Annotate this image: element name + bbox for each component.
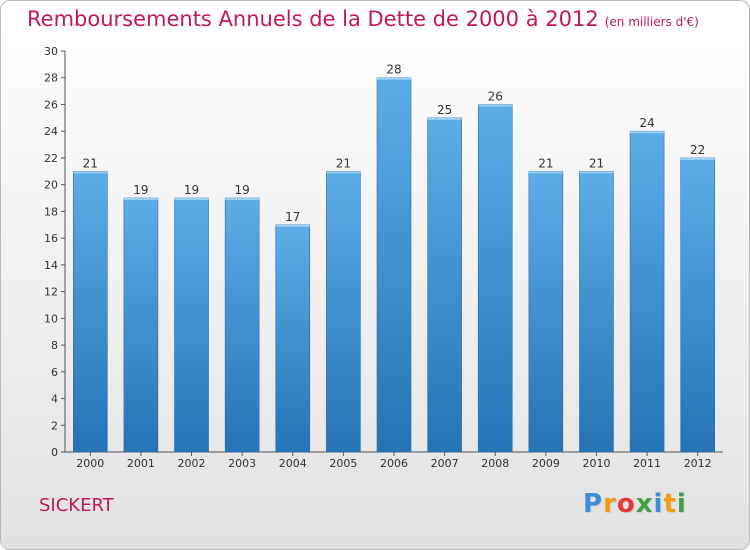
bar	[326, 171, 361, 453]
x-tick-label: 2002	[178, 457, 206, 470]
y-tick-label: 4	[51, 393, 58, 406]
bar-highlight	[73, 171, 108, 174]
y-tick-label: 22	[44, 152, 58, 165]
x-tick-label: 2006	[380, 457, 408, 470]
data-label: 19	[184, 183, 199, 197]
data-label: 21	[336, 156, 351, 170]
x-tick-label: 2001	[127, 457, 155, 470]
x-tick-label: 2011	[633, 457, 661, 470]
title-text: Remboursements Annuels de la Dette de 20…	[27, 7, 599, 31]
data-label: 22	[690, 143, 705, 157]
bar	[477, 104, 513, 453]
proxiti-logo: Proxiti	[583, 489, 687, 519]
logo-letter: o	[616, 489, 636, 519]
bar	[528, 171, 564, 453]
data-label: 21	[83, 156, 98, 170]
logo-letter: P	[583, 489, 604, 519]
y-tick-label: 26	[44, 98, 58, 111]
x-tick-label: 2003	[228, 457, 256, 470]
x-tick-label: 2009	[532, 457, 560, 470]
data-label: 19	[235, 183, 250, 197]
location-name: SICKERT	[39, 495, 114, 516]
y-tick-label: 8	[51, 339, 58, 352]
bar-highlight	[427, 117, 462, 120]
logo-letter: r	[603, 489, 617, 519]
bar-highlight	[225, 198, 260, 201]
y-tick-label: 20	[44, 179, 58, 192]
bar-highlight	[579, 171, 614, 174]
logo-letter: i	[653, 489, 664, 519]
unit-label: (en milliers d'€)	[604, 15, 699, 29]
bars	[73, 77, 715, 453]
y-tick-label: 14	[44, 259, 58, 272]
x-tick-label: 2005	[329, 457, 357, 470]
bar-highlight	[174, 198, 209, 201]
y-tick-label: 28	[44, 72, 58, 85]
bar-highlight	[680, 157, 715, 160]
bar	[275, 224, 311, 453]
bar	[123, 197, 159, 453]
bar	[376, 77, 412, 453]
data-label: 26	[488, 89, 503, 103]
y-tick-label: 12	[44, 286, 58, 299]
data-label: 19	[133, 183, 148, 197]
y-tick-label: 2	[51, 419, 58, 432]
x-tick-label: 2012	[684, 457, 712, 470]
data-label: 17	[285, 210, 300, 224]
bar	[629, 130, 665, 453]
bar	[427, 117, 462, 453]
bar-highlight	[630, 131, 665, 134]
bar	[579, 171, 614, 453]
bar-highlight	[528, 171, 563, 174]
y-tick-label: 0	[51, 446, 58, 459]
logo-letter: i	[676, 489, 687, 519]
chart-title: Remboursements Annuels de la Dette de 20…	[27, 7, 699, 31]
data-label: 21	[589, 156, 604, 170]
data-label: 28	[386, 63, 401, 77]
logo-letter: x	[635, 489, 654, 519]
x-tick-label: 2000	[76, 457, 104, 470]
logo-letter: t	[663, 489, 677, 519]
data-labels: 21 19 19 19 17 21 28 25 26 21 21 24 22	[83, 63, 706, 224]
bar-highlight	[275, 224, 310, 227]
bar	[174, 197, 209, 453]
y-tick-label: 18	[44, 205, 58, 218]
data-label: 21	[538, 156, 553, 170]
data-label: 24	[639, 116, 654, 130]
y-tick-label: 6	[51, 366, 58, 379]
y-tick-label: 10	[44, 312, 58, 325]
bar	[73, 171, 108, 453]
x-tick-label: 2008	[481, 457, 509, 470]
bar-highlight	[478, 104, 513, 107]
y-tick-label: 30	[44, 45, 58, 58]
bar	[224, 197, 260, 453]
y-tick-label: 24	[44, 125, 58, 138]
x-tick-label: 2010	[582, 457, 610, 470]
x-tick-label: 2004	[279, 457, 307, 470]
y-tick-label: 16	[44, 232, 58, 245]
bar-highlight	[377, 77, 411, 80]
data-label: 25	[437, 103, 452, 117]
x-tick-label: 2007	[431, 457, 459, 470]
bar-highlight	[326, 171, 361, 174]
bar	[680, 157, 715, 453]
bar-highlight	[123, 198, 158, 201]
